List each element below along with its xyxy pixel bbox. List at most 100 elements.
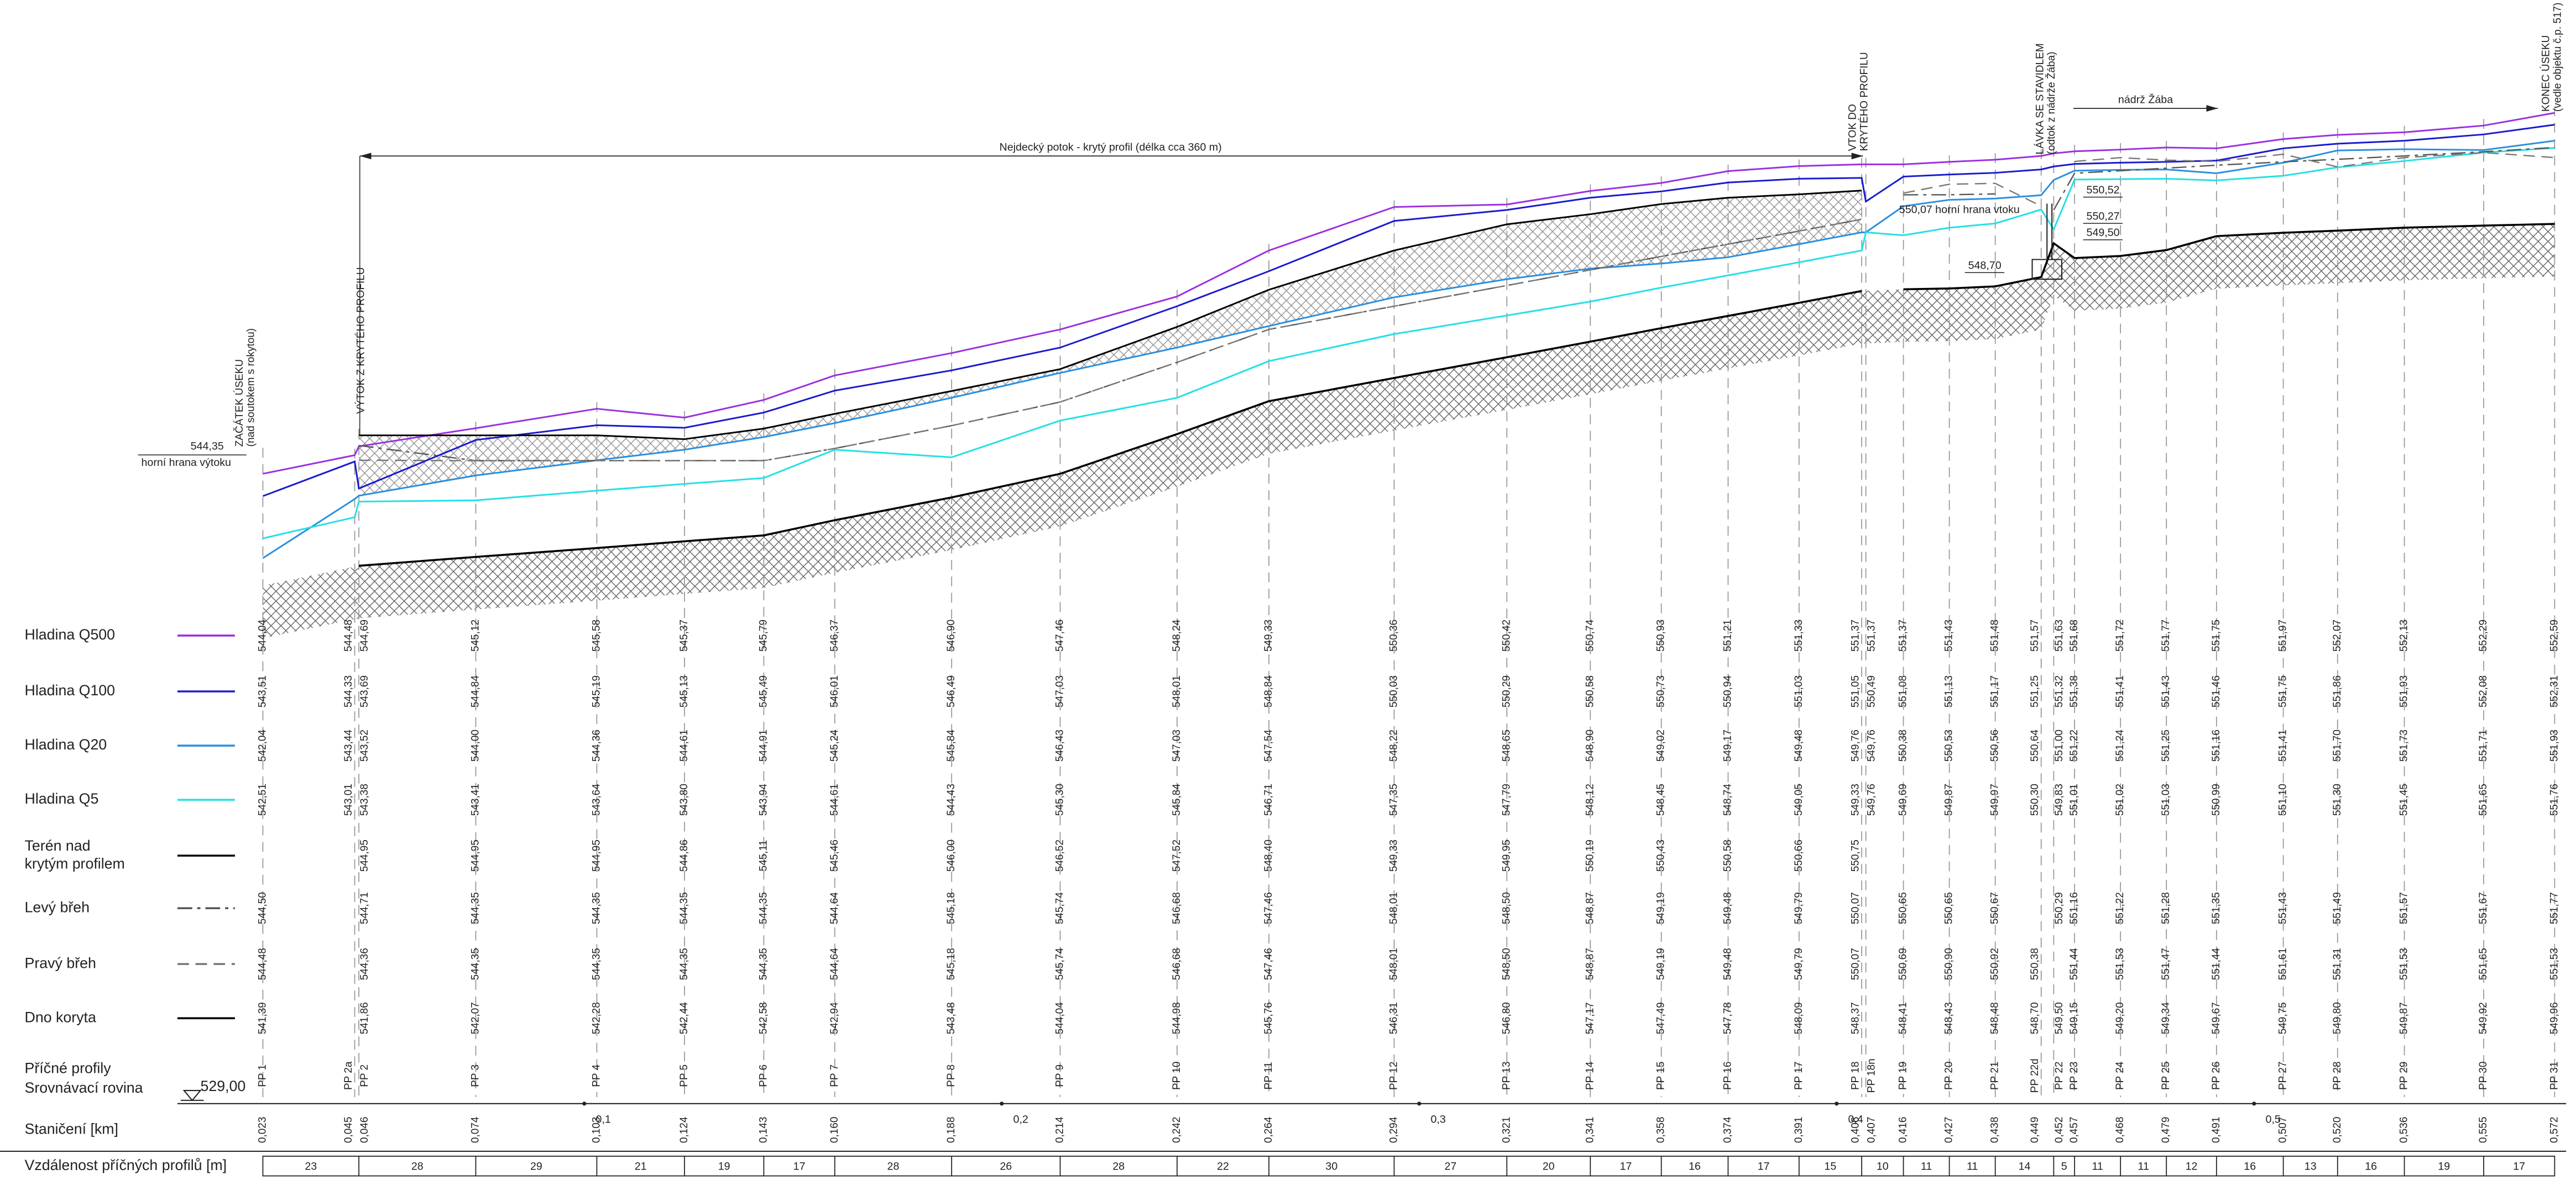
value-label: 551,41 (2277, 730, 2289, 762)
value-label: 544,69 (359, 620, 370, 652)
annotation: 550,07 (1899, 204, 1932, 216)
station-label: 0,520 (2332, 1117, 2343, 1144)
value-label: 544,71 (359, 892, 370, 924)
legend-label: Hladina Q100 (25, 682, 115, 699)
value-label: 544,86 (678, 840, 690, 872)
value-label: 544,48 (343, 620, 354, 652)
level-line (263, 147, 2555, 539)
value-label: 545,13 (678, 675, 690, 707)
value-label: 551,86 (2332, 675, 2343, 707)
length-label: 19 (2438, 1160, 2450, 1172)
value-label: 548,01 (1388, 948, 1399, 980)
value-label: 552,13 (2399, 620, 2410, 652)
value-label: 545,84 (1171, 784, 1183, 816)
profile-name: PP 1 (257, 1064, 268, 1087)
km-dot (1000, 1102, 1004, 1106)
station-label: 0,449 (2029, 1117, 2041, 1144)
value-label: 548,48 (1989, 1002, 2001, 1034)
annotation: VTOK DO (1847, 104, 1859, 151)
value-label: 544,35 (469, 892, 481, 924)
value-label: 551,38 (2068, 675, 2080, 707)
value-label: 551,49 (2332, 892, 2343, 924)
annotation: horní hrana vtoku (1935, 204, 2020, 216)
value-label: 546,71 (1263, 784, 1274, 816)
station-label: 0,321 (1501, 1117, 1512, 1144)
km-label: 0,4 (1848, 1114, 1863, 1126)
profile-name: PP 13 (1501, 1062, 1512, 1090)
profile-name: PP 15 (1655, 1062, 1667, 1090)
value-label: 551,05 (1849, 675, 1861, 707)
value-label: 551,48 (1989, 620, 2001, 652)
value-label: 544,95 (359, 840, 370, 872)
length-label: 14 (2019, 1160, 2031, 1172)
profile-name: PP 9 (1054, 1064, 1065, 1087)
station-label: 0,264 (1263, 1116, 1274, 1143)
level-line (359, 151, 2555, 461)
length-label: 17 (1758, 1160, 1770, 1172)
length-label: 11 (2138, 1160, 2149, 1172)
value-label: 551,43 (1943, 620, 1955, 652)
station-label: 0,427 (1943, 1117, 1955, 1144)
value-label: 544,43 (945, 784, 957, 816)
row-label: Staničení [km] (25, 1120, 118, 1137)
profile-name: PP 27 (2277, 1062, 2289, 1090)
lengths-frame (262, 1156, 2556, 1177)
value-label: 551,93 (2399, 675, 2410, 707)
value-label: 551,71 (2478, 730, 2489, 762)
station-label: 0,045 (343, 1117, 354, 1144)
value-label: 541,39 (257, 1002, 268, 1034)
value-label: 548,87 (1584, 892, 1596, 924)
level-line (358, 146, 2555, 461)
value-label: 546,31 (1388, 1002, 1399, 1034)
value-label: 544,04 (1054, 1002, 1065, 1035)
profile-name: PP 14 (1584, 1061, 1596, 1090)
annotation: (nad soutokem s rokytou) (245, 328, 257, 447)
value-label: 546,80 (1501, 1002, 1512, 1034)
profile-name: PP 4 (591, 1064, 602, 1087)
value-label: 544,61 (678, 730, 690, 762)
station-label: 0,074 (469, 1116, 481, 1143)
value-label: 551,08 (1898, 675, 1909, 707)
value-label: 541,86 (359, 1002, 370, 1034)
value-label: 548,50 (1501, 948, 1512, 980)
profile-name: PP 12 (1388, 1062, 1399, 1090)
value-label: 551,37 (1866, 620, 1877, 652)
value-label: 544,50 (257, 892, 268, 924)
value-label: 551,32 (2054, 675, 2065, 707)
km-label: 0,1 (596, 1114, 611, 1126)
value-label: 548,45 (1655, 784, 1667, 816)
length-label: 17 (793, 1160, 806, 1172)
value-label: 551,45 (2399, 784, 2410, 816)
value-label: 550,66 (1793, 840, 1805, 872)
value-label: 551,00 (2054, 730, 2065, 762)
value-label: 551,70 (2332, 730, 2343, 762)
value-label: 546,68 (1171, 948, 1183, 980)
station-label: 0,023 (257, 1117, 268, 1144)
value-label: 551,73 (2399, 730, 2410, 762)
legend-label: Hladina Q5 (25, 790, 99, 807)
value-label: 545,11 (757, 840, 769, 872)
value-label: 551,63 (2054, 620, 2065, 652)
value-label: 551,53 (2548, 948, 2560, 980)
value-label: 551,43 (2277, 892, 2289, 924)
value-label: 551,03 (2160, 784, 2172, 816)
value-label: 550,19 (1584, 840, 1596, 872)
value-label: 545,46 (829, 840, 840, 872)
length-label: 22 (1217, 1160, 1229, 1172)
value-label: 551,16 (2068, 892, 2080, 924)
km-dot (1835, 1102, 1839, 1106)
value-label: 548,12 (1584, 784, 1596, 816)
value-label: 549,50 (2054, 1002, 2065, 1034)
value-label: 551,72 (2114, 620, 2126, 652)
legend-label: Hladina Q500 (25, 626, 115, 643)
station-label: 0,416 (1898, 1117, 1909, 1144)
value-label: 552,29 (2478, 620, 2489, 652)
value-label: 550,07 (1849, 892, 1861, 924)
value-label: 551,35 (2211, 892, 2222, 924)
row-label: Vzdálenost příčných profilů [m] (25, 1157, 227, 1173)
station-label: 0,160 (829, 1117, 840, 1144)
value-label: 551,75 (2277, 675, 2289, 707)
value-label: 549,79 (1793, 892, 1805, 924)
value-label: 551,75 (2211, 620, 2222, 652)
value-label: 544,36 (359, 948, 370, 980)
